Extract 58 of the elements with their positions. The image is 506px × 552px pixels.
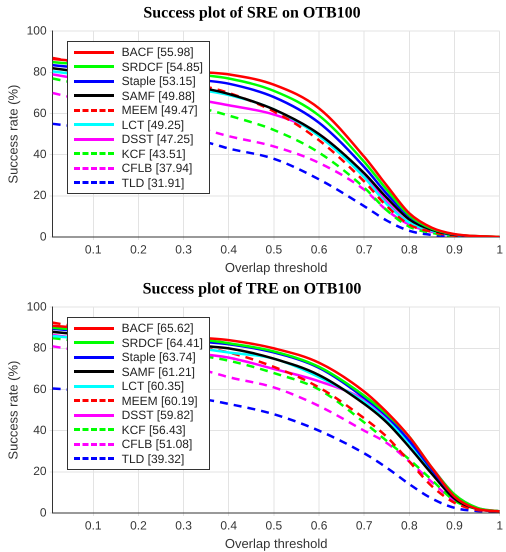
x-tick-label: 0.9 [446,518,464,533]
x-tick-label: 0.4 [220,518,238,533]
legend-label: TLD [39.32] [122,452,184,466]
x-tick-label: 0.7 [356,242,373,257]
x-tick-label: 0.1 [84,242,102,257]
legend-label: BACF [55.98] [122,45,194,60]
legend-label: CFLB [37.94] [122,161,192,176]
legend-label: SAMF [49.88] [122,88,195,103]
x-tick-label: 0.8 [401,242,418,257]
x-tick-label: 0.6 [310,242,328,257]
y-tick-label: 100 [26,24,47,38]
y-tick-label: 60 [33,382,47,396]
x-tick-label: 0.2 [130,242,148,257]
legend-label: DSST [59.82] [122,408,194,422]
legend-label: MEEM [49.47] [122,103,198,118]
y-tick-label: 40 [33,146,47,161]
y-tick-label: 40 [33,422,47,437]
legend-label: LCT [49.25] [122,118,184,132]
y-tick-label: 20 [33,188,47,202]
x-axis-title: Overlap threshold [224,260,328,275]
x-tick-label: 0.5 [266,518,283,533]
y-tick-label: 80 [33,64,47,79]
chart-title: Success plot of SRE on OTB100 [143,4,361,22]
x-tick-label: 0.3 [175,242,192,257]
x-tick-label: 1 [496,242,504,257]
x-tick-label: 1 [496,518,504,533]
x-tick-label: 0.7 [356,518,373,533]
x-tick-label: 0.3 [175,518,192,533]
legend-label: KCF [56.43] [122,422,186,437]
legend-label: BACF [65.62] [122,321,194,336]
legend-label: LCT [60.35] [122,379,184,394]
y-axis-title: Success rate (%) [5,360,20,460]
chart-title: Success plot of TRE on OTB100 [142,280,362,298]
legend-label: SRDCF [64.41] [122,336,203,350]
x-tick-label: 0.9 [446,242,464,257]
legend-label: TLD [31.91] [122,176,184,190]
x-tick-label: 0.8 [401,518,418,533]
y-tick-label: 0 [40,229,47,244]
x-tick-label: 0.6 [310,518,328,533]
legend-label: SAMF [61.21] [122,364,195,379]
y-tick-label: 80 [33,340,47,355]
x-tick-label: 0.4 [220,242,238,257]
legend-label: CFLB [51.08] [122,437,192,452]
y-tick-label: 20 [33,464,47,478]
legend-label: DSST [47.25] [122,132,194,146]
x-tick-label: 0.1 [84,518,102,533]
legend-label: KCF [43.51] [122,146,186,161]
legend-label: Staple [53.15] [122,74,196,88]
y-axis-title: Success rate (%) [5,84,20,184]
legend-label: MEEM [60.19] [122,394,198,408]
y-tick-label: 0 [40,505,47,520]
x-axis-title: Overlap threshold [224,536,328,551]
x-tick-label: 0.5 [266,242,283,257]
x-tick-label: 0.2 [130,518,148,533]
legend-label: Staple [63.74] [122,350,196,364]
y-tick-label: 60 [33,106,47,120]
y-tick-label: 100 [26,300,47,314]
legend-label: SRDCF [54.85] [122,60,203,74]
